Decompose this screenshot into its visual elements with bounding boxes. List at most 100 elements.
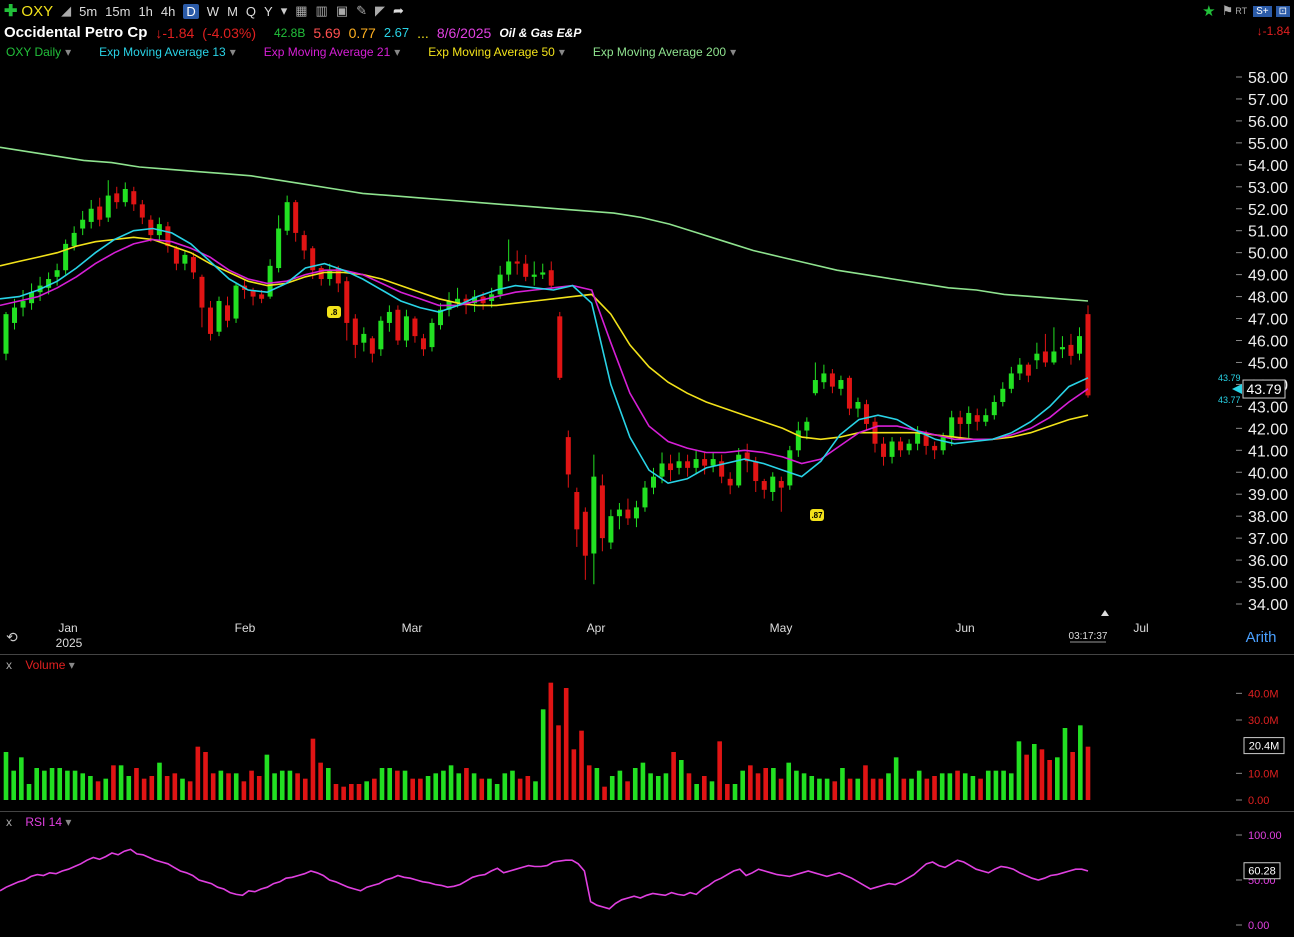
volume-bar xyxy=(180,778,185,800)
scroll-up-icon[interactable] xyxy=(1101,610,1109,616)
interval-m[interactable]: M xyxy=(227,3,238,19)
annotation-icon[interactable]: ◤ xyxy=(375,3,386,18)
study-2[interactable]: Exp Moving Average 21 ▾ xyxy=(264,45,415,59)
candle xyxy=(455,287,461,308)
volume-bar xyxy=(464,768,469,800)
favorite-star-icon[interactable]: ★ xyxy=(1202,3,1216,20)
candle-body xyxy=(344,281,350,323)
interval-15m[interactable]: 15m xyxy=(105,3,131,19)
volume-dropdown-icon[interactable]: ▾ xyxy=(68,658,75,672)
volume-bar xyxy=(640,762,646,800)
volume-bar xyxy=(686,773,692,800)
volume-bar xyxy=(725,784,730,800)
rsi-axis-label: 0.00 xyxy=(1248,920,1269,932)
volume-bar xyxy=(1078,725,1083,800)
rsi-dropdown-icon[interactable]: ▾ xyxy=(65,815,72,829)
chart-style-icon[interactable]: ▦ xyxy=(295,3,308,18)
candle-body xyxy=(173,248,179,264)
candle-body xyxy=(20,300,26,308)
candle-body xyxy=(293,202,299,233)
ticker-icon[interactable]: ◢ xyxy=(61,3,72,18)
volume-bar xyxy=(448,765,454,800)
rsi-title[interactable]: RSI 14 xyxy=(25,815,63,829)
interval-1h[interactable]: 1h xyxy=(138,3,153,19)
volume-bar xyxy=(111,765,116,800)
interval-y[interactable]: Y xyxy=(264,3,273,19)
draw-pencil-icon[interactable]: ✎ xyxy=(356,3,368,18)
price-chart[interactable]: 58.00 57.00 56.00 55.00 54.00 53.00 52.00 51.00… xyxy=(0,60,1294,652)
interval-w[interactable]: W xyxy=(206,3,220,19)
volume-bar xyxy=(34,768,39,800)
volume-bar xyxy=(655,776,661,800)
candle-body xyxy=(1068,344,1074,356)
candle xyxy=(804,417,810,440)
candle xyxy=(1025,362,1031,383)
flag-icon[interactable]: ⚑ xyxy=(1221,3,1234,18)
dividend-marker[interactable] xyxy=(810,509,824,521)
share-icon[interactable]: ➦ xyxy=(393,3,404,18)
volume-title[interactable]: Volume xyxy=(25,658,66,672)
settings-s-icon[interactable]: S+ xyxy=(1253,5,1272,17)
study-3[interactable]: Exp Moving Average 50 ▾ xyxy=(428,45,579,59)
candle xyxy=(531,261,537,286)
bar-chart-icon[interactable]: ▥ xyxy=(315,3,328,18)
volume-bar xyxy=(617,770,623,800)
volume-chart[interactable]: 40.0M 30.0M 10.0M 0.00 20.4M xyxy=(0,655,1294,810)
study-0[interactable]: OXY Daily ▾ xyxy=(6,45,85,59)
study-dropdown-icon[interactable]: ▾ xyxy=(65,45,72,59)
candle-body xyxy=(1085,314,1091,396)
study-dropdown-icon[interactable]: ▾ xyxy=(730,45,737,59)
study-1[interactable]: Exp Moving Average 13 ▾ xyxy=(99,45,250,59)
candle-body xyxy=(719,461,725,477)
candle xyxy=(506,239,512,282)
volume-bar xyxy=(809,776,815,800)
candle xyxy=(855,397,861,418)
scale-toggle[interactable]: Arith xyxy=(1246,629,1277,646)
study-dropdown-icon[interactable]: ▾ xyxy=(558,45,565,59)
reset-zoom-icon[interactable]: ⟲ xyxy=(6,629,18,645)
candle-body xyxy=(1042,351,1048,363)
study-4[interactable]: Exp Moving Average 200 ▾ xyxy=(593,45,750,59)
candle xyxy=(131,186,137,211)
interval-5m[interactable]: 5m xyxy=(79,3,98,19)
candle xyxy=(966,406,972,440)
candle-body xyxy=(506,261,512,275)
volume-bar xyxy=(1001,770,1006,800)
price-axis-label: 53.00 xyxy=(1248,180,1288,197)
volume-bar xyxy=(471,773,477,800)
volume-bar xyxy=(517,778,523,800)
calculator-icon[interactable]: ▣ xyxy=(335,3,349,18)
add-symbol-icon[interactable]: ✚ xyxy=(4,3,18,20)
interval-d[interactable]: D xyxy=(183,3,199,19)
candle xyxy=(20,289,26,317)
candle xyxy=(770,472,776,501)
last-price-pointer xyxy=(1232,384,1242,395)
rsi-close-button[interactable]: x xyxy=(6,815,12,829)
candle xyxy=(872,417,878,453)
snapshot-icon[interactable]: ⊡ xyxy=(1275,5,1290,17)
candle-body xyxy=(838,380,844,389)
interval-q[interactable]: Q xyxy=(245,3,257,19)
volume-bar xyxy=(801,773,807,800)
candle-body xyxy=(821,373,827,383)
candle-body xyxy=(80,219,86,229)
candle xyxy=(642,481,648,512)
volume-close-button[interactable]: x xyxy=(6,658,12,672)
candle-body xyxy=(650,476,656,488)
study-dropdown-icon[interactable]: ▾ xyxy=(394,45,401,59)
interval-4h[interactable]: 4h xyxy=(160,3,176,19)
volume-bar xyxy=(901,778,907,800)
candle xyxy=(114,186,120,209)
price-axis-label: 42.00 xyxy=(1248,421,1288,438)
volume-bar xyxy=(755,773,761,800)
candle xyxy=(991,395,997,420)
interval-dropdown-icon[interactable]: ▾ xyxy=(280,3,288,18)
dividend-marker-label: .87 xyxy=(811,511,823,520)
candle xyxy=(233,283,239,323)
symbol-input[interactable]: OXY xyxy=(21,2,54,20)
volume-bar xyxy=(962,773,968,800)
study-dropdown-icon[interactable]: ▾ xyxy=(229,45,236,59)
volume-bar xyxy=(264,754,270,800)
dividend-marker[interactable] xyxy=(327,306,341,318)
